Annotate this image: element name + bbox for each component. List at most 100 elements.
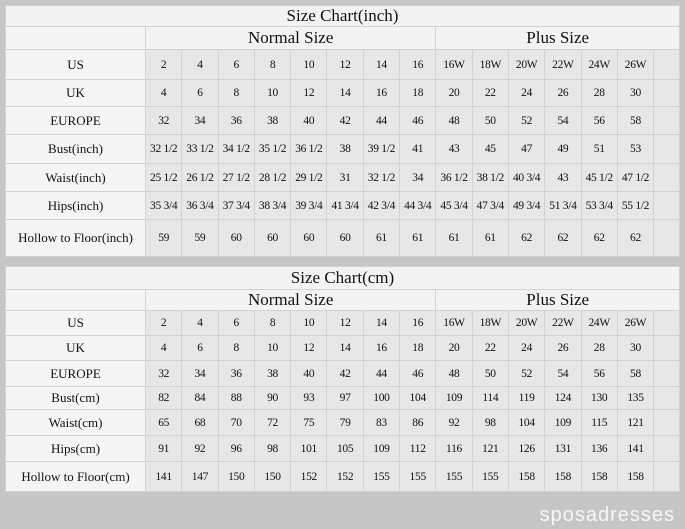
size-cell: 22W — [544, 49, 582, 80]
size-cell: 54 — [544, 106, 582, 135]
size-cell: 130 — [580, 386, 618, 410]
size-cell: 155 — [362, 461, 401, 492]
row-label: UK — [5, 79, 146, 107]
size-cell: 16 — [362, 335, 401, 361]
row-label: US — [5, 310, 146, 336]
size-cell: 6 — [217, 49, 255, 80]
size-cell: 8 — [253, 310, 292, 336]
size-cell: 36 — [217, 106, 255, 135]
size-cell: 35 3/4 — [144, 191, 183, 220]
size-cell: 48 — [435, 360, 473, 387]
size-cell: 53 — [616, 134, 655, 164]
size-cell: 28 — [580, 335, 618, 361]
size-cell: 82 — [144, 386, 183, 410]
table-row: Hips(inch) 35 3/4 36 3/4 37 3/4 38 3/4 39 3/4… — [5, 191, 680, 220]
size-cell: 141 — [616, 435, 655, 462]
size-cell: 112 — [399, 435, 437, 462]
size-cell: 32 1/2 — [362, 163, 401, 192]
size-cell: 28 1/2 — [253, 163, 292, 192]
table-row: Waist(inch) 25 1/2 26 1/2 27 1/2 28 1/2 29 1/… — [5, 163, 680, 192]
size-cell: 45 1/2 — [580, 163, 618, 192]
size-cell: 34 — [181, 106, 219, 135]
size-chart-inch: Size Chart(inch) Normal Size Plus Size US… — [5, 5, 680, 257]
size-cell: 10 — [253, 335, 292, 361]
size-cell: 31 — [326, 163, 364, 192]
size-cell: 155 — [435, 461, 473, 492]
size-cell: 124 — [544, 386, 582, 410]
table-row: Waist(cm) 65 68 70 72 75 79 83 86 92 98 104 109 115 12… — [5, 409, 680, 436]
size-cell: 150 — [253, 461, 292, 492]
size-cell: 34 — [181, 360, 219, 387]
size-cell: 86 — [399, 409, 437, 436]
size-cell: 46 — [399, 106, 437, 135]
size-cell: 30 — [616, 79, 655, 107]
size-cell: 8 — [217, 335, 255, 361]
size-cell: 12 — [326, 49, 364, 80]
size-cell: 62 — [580, 219, 618, 257]
size-cell: 26 1/2 — [181, 163, 219, 192]
size-cell: 119 — [507, 386, 546, 410]
size-cell: 40 — [290, 106, 328, 135]
size-cell: 97 — [326, 386, 364, 410]
size-cell: 38 3/4 — [253, 191, 292, 220]
size-cell: 12 — [290, 335, 328, 361]
size-cell: 16 — [399, 49, 437, 80]
size-cell: 49 — [544, 134, 582, 164]
size-cell: 16W — [435, 310, 473, 336]
empty-cell — [653, 386, 680, 410]
size-cell: 27 1/2 — [217, 163, 255, 192]
size-cell: 12 — [326, 310, 364, 336]
size-cell: 12 — [290, 79, 328, 107]
empty-cell — [653, 435, 680, 462]
row-label: Hips(cm) — [5, 435, 146, 462]
size-cell: 56 — [580, 360, 618, 387]
size-cell: 6 — [181, 79, 219, 107]
size-cell: 18 — [399, 79, 437, 107]
size-cell: 4 — [181, 310, 219, 336]
size-cell: 36 1/2 — [290, 134, 328, 164]
size-cell: 30 — [616, 335, 655, 361]
size-cell: 36 3/4 — [181, 191, 219, 220]
empty-cell — [653, 106, 680, 135]
table-row: Bust(inch) 32 1/2 33 1/2 34 1/2 35 1/2 36 1/2… — [5, 134, 680, 164]
row-label: Bust(cm) — [5, 386, 146, 410]
size-cell: 8 — [217, 79, 255, 107]
empty-cell — [653, 134, 680, 164]
empty-cell — [653, 191, 680, 220]
size-cell: 26 — [544, 335, 582, 361]
size-cell: 141 — [144, 461, 183, 492]
size-cell: 150 — [217, 461, 255, 492]
table-row: Hips(cm) 91 92 96 98 101 105 109 112 116 121 126 131… — [5, 435, 680, 462]
empty-cell — [653, 310, 680, 336]
size-cell: 24W — [580, 310, 618, 336]
empty-cell — [653, 360, 680, 387]
size-cell: 14 — [326, 335, 364, 361]
size-cell: 6 — [217, 310, 255, 336]
size-cell: 121 — [616, 409, 655, 436]
watermark: sposadresses — [539, 504, 675, 526]
size-cell: 38 — [253, 360, 292, 387]
size-cell: 158 — [507, 461, 546, 492]
size-chart-cm: Size Chart(cm) Normal Size Plus Size US 2 4… — [5, 266, 680, 492]
size-cell: 10 — [290, 49, 328, 80]
row-label: Bust(inch) — [5, 134, 146, 164]
size-cell: 136 — [580, 435, 618, 462]
size-cell: 105 — [326, 435, 364, 462]
size-cell: 14 — [362, 310, 401, 336]
size-cell: 50 — [471, 106, 509, 135]
size-cell: 52 — [507, 360, 546, 387]
size-cell: 70 — [217, 409, 255, 436]
size-cell: 36 — [217, 360, 255, 387]
size-cell: 109 — [435, 386, 473, 410]
size-cell: 59 — [181, 219, 219, 257]
size-cell: 26 — [544, 79, 582, 107]
size-cell: 2 — [144, 49, 183, 80]
size-cell: 42 — [326, 360, 364, 387]
size-cell: 40 3/4 — [507, 163, 546, 192]
chart-title: Size Chart(inch) — [5, 5, 680, 27]
size-cell: 14 — [326, 79, 364, 107]
size-cell: 40 — [290, 360, 328, 387]
empty-cell — [653, 79, 680, 107]
table-row: Bust(cm) 82 84 88 90 93 97 100 104 109 114 119 124 13… — [5, 386, 680, 410]
size-cell: 32 1/2 — [144, 134, 183, 164]
